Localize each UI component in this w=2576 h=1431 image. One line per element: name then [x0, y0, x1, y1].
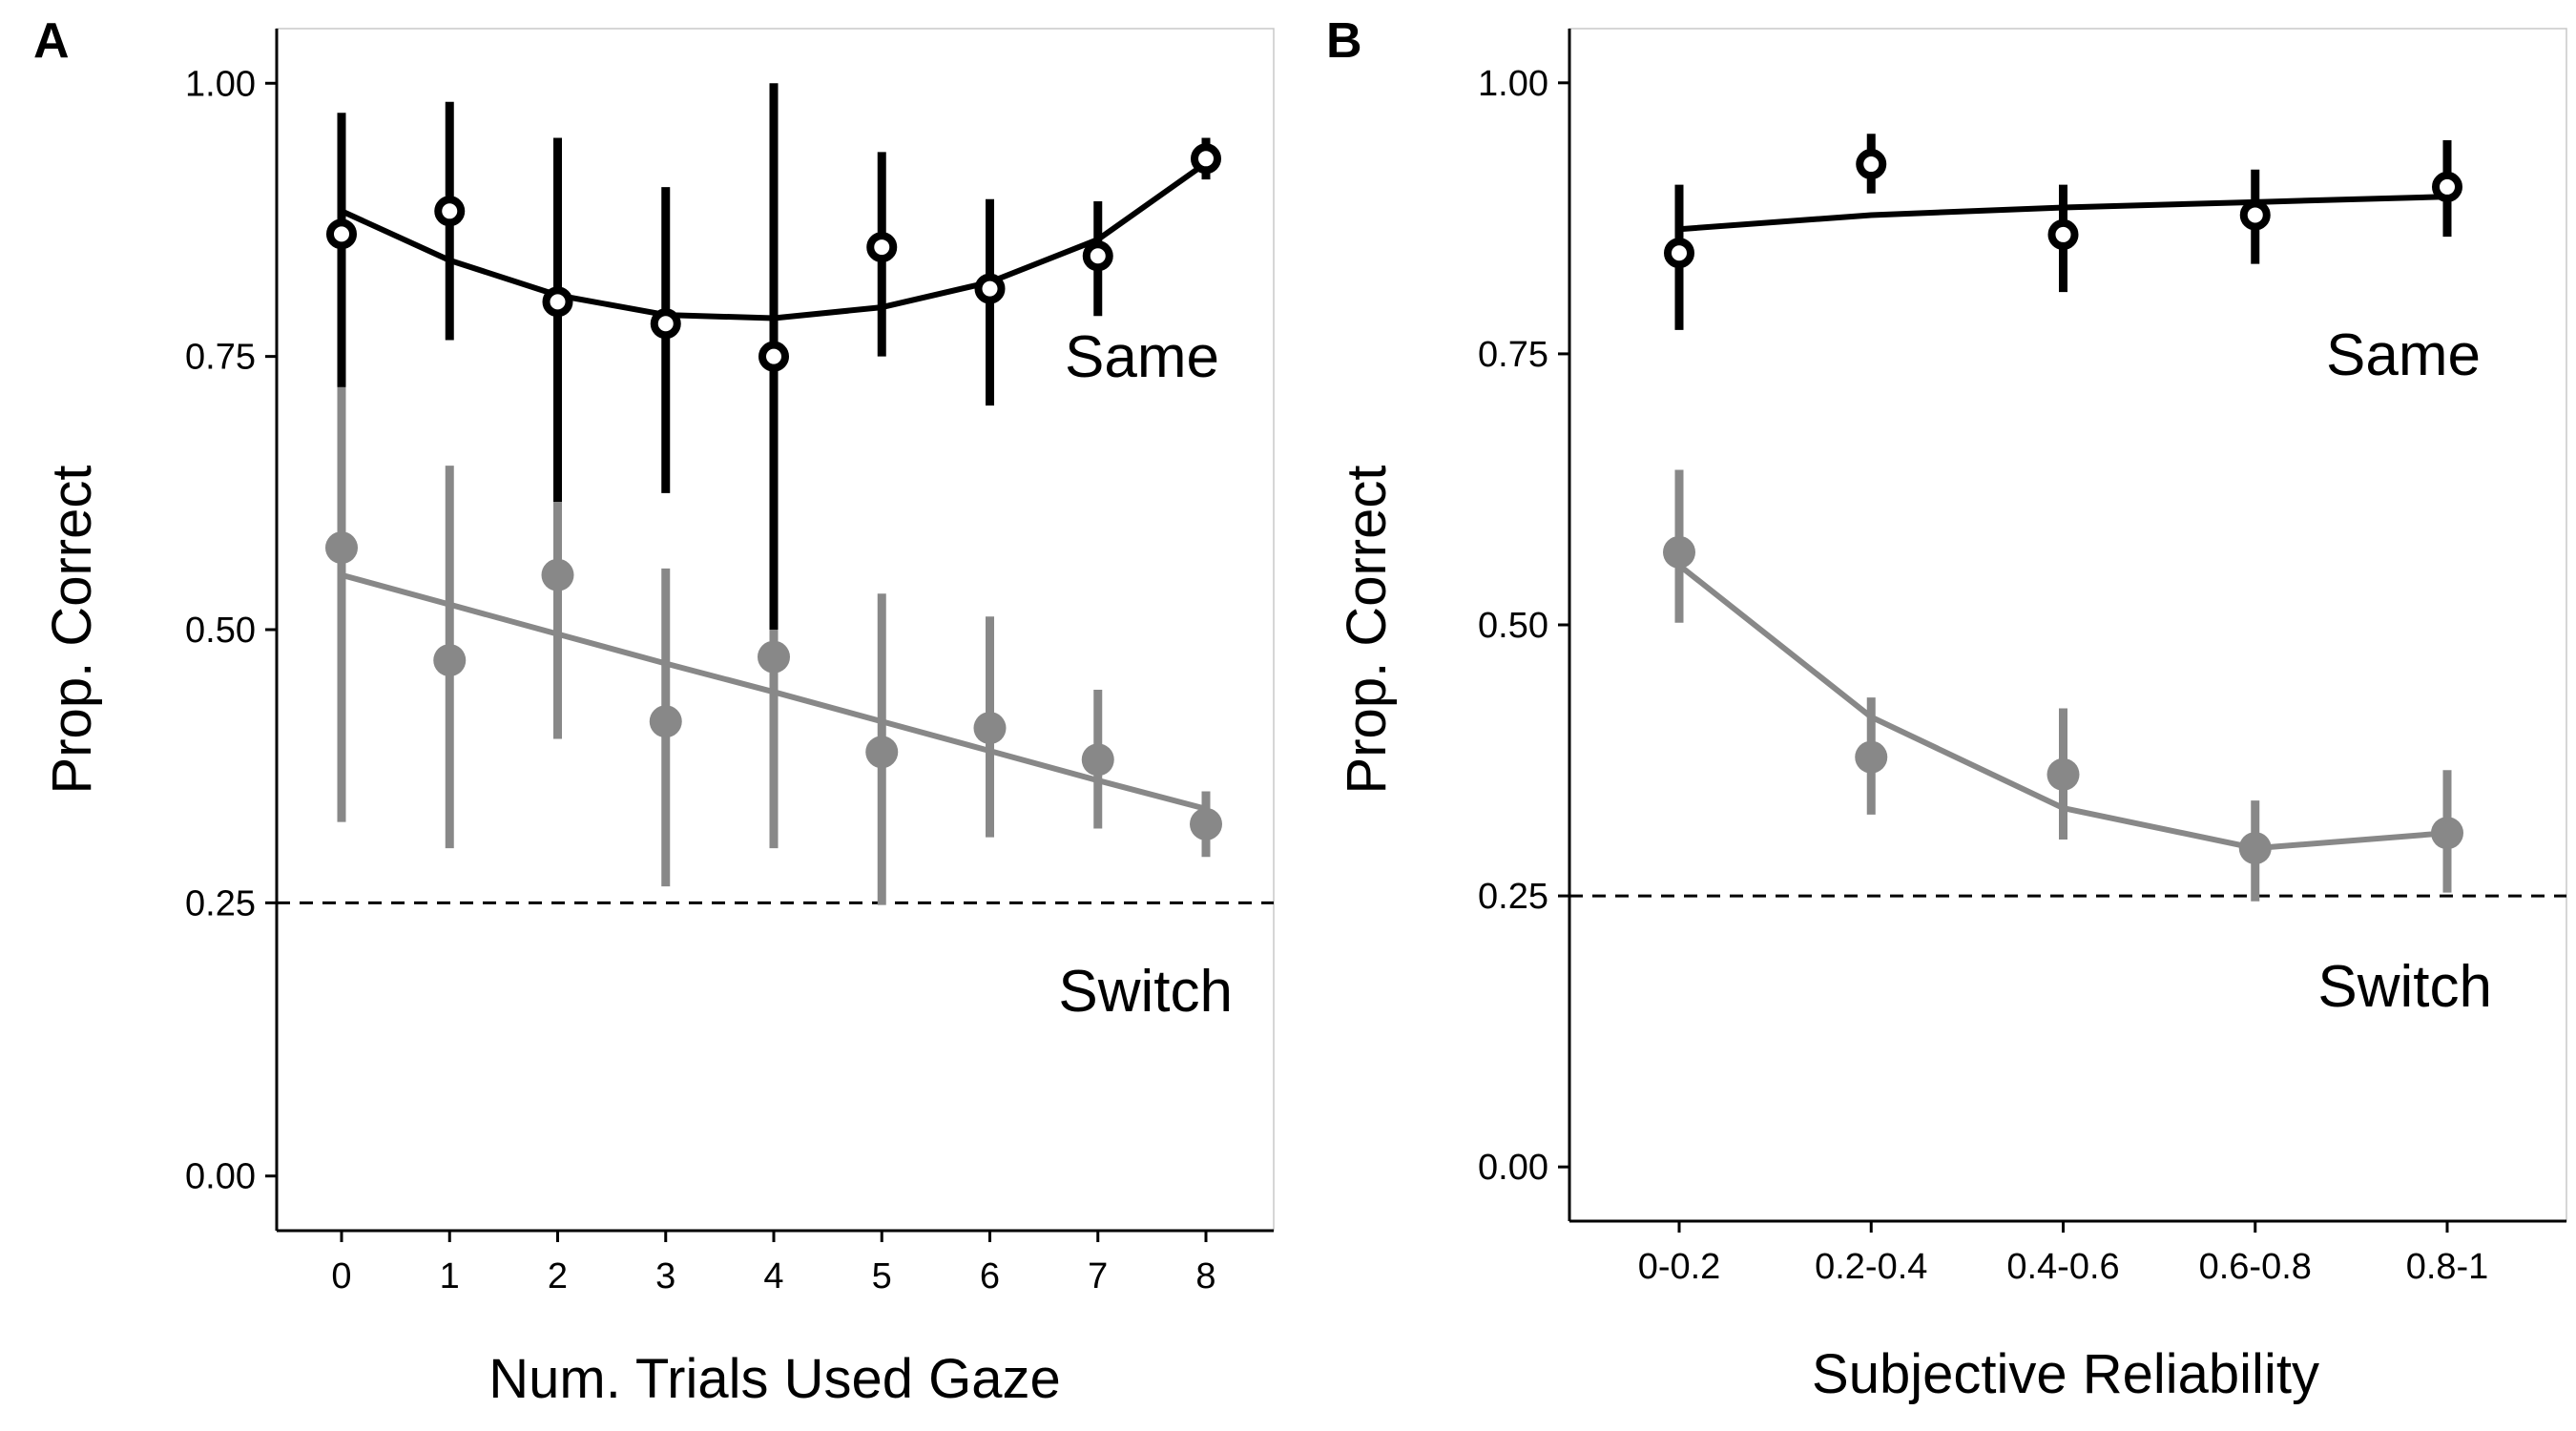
data-point-same	[2047, 218, 2079, 250]
x-tick-label: 0.2-0.4	[1815, 1247, 1927, 1287]
data-point-switch	[973, 712, 1007, 745]
x-tick-label: 4	[763, 1256, 783, 1296]
series-same	[326, 83, 1221, 630]
data-point-same	[866, 232, 898, 263]
x-tick-label: 7	[1088, 1256, 1108, 1296]
panel-a: A 0.00 0.25 0.50 0.75 1.00 0 1 2 3 4 5 6 7 8 Same Sw…	[33, 13, 1275, 1410]
data-point-switch	[541, 558, 574, 591]
data-point-same	[2432, 171, 2462, 202]
data-point-same	[1856, 149, 1887, 180]
data-point-same	[974, 273, 1006, 304]
y-tick-label: 0.50	[1478, 606, 1548, 646]
x-tick-label: 2	[548, 1256, 568, 1296]
series-same	[1664, 134, 2462, 330]
data-point-switch	[1081, 743, 1114, 777]
y-tick-label: 0.00	[1478, 1148, 1548, 1188]
panel-a-y-ticks: 0.00 0.25 0.50 0.75 1.00	[185, 64, 277, 1197]
x-tick-label: 1	[440, 1256, 460, 1296]
panel-a-same-label: Same	[1065, 324, 1219, 390]
x-tick-label: 0.4-0.6	[2006, 1247, 2119, 1287]
data-point-switch	[865, 736, 899, 769]
data-point-switch	[2046, 757, 2080, 791]
panel-a-x-ticks: 0 1 2 3 4 5 6 7 8	[331, 1231, 1216, 1296]
y-tick-label: 1.00	[185, 64, 256, 104]
panel-b-same-label: Same	[2326, 322, 2481, 388]
y-tick-label: 0.00	[185, 1157, 256, 1197]
x-tick-label: 6	[980, 1256, 1000, 1296]
x-tick-label: 0	[331, 1256, 351, 1296]
y-tick-label: 0.75	[185, 338, 256, 378]
data-point-same	[326, 218, 357, 250]
data-point-same	[434, 196, 466, 227]
data-point-switch	[1663, 535, 1695, 569]
panel-b-y-axis-title: Prop. Correct	[1336, 466, 1398, 795]
y-tick-label: 1.00	[1478, 64, 1548, 104]
data-point-same	[1664, 238, 1694, 269]
panel-b-x-axis-title: Subjective Reliability	[1812, 1343, 2319, 1405]
data-point-switch	[1190, 807, 1222, 840]
panel-b-switch-label: Switch	[2317, 954, 2492, 1020]
panel-a-series	[325, 83, 1222, 905]
y-tick-label: 0.75	[1478, 335, 1548, 375]
data-point-switch	[2431, 817, 2463, 850]
panel-a-y-axis-title: Prop. Correct	[41, 466, 103, 795]
panel-b-y-ticks: 0.00 0.25 0.50 0.75 1.00	[1478, 64, 1569, 1188]
x-tick-label: 8	[1195, 1256, 1215, 1296]
data-point-switch	[758, 640, 790, 674]
x-tick-label: 0.8-1	[2406, 1247, 2489, 1287]
data-point-same	[542, 286, 573, 318]
panel-a-x-axis-title: Num. Trials Used Gaze	[488, 1348, 1061, 1410]
data-point-same	[758, 341, 789, 372]
panel-b: B 0.00 0.25 0.50 0.75 1.00 0-0.2 0.2-0.4 0.4-0…	[1326, 13, 2567, 1405]
panel-a-letter: A	[33, 13, 70, 69]
data-point-same	[2239, 199, 2271, 231]
y-tick-label: 0.25	[185, 883, 256, 923]
data-point-same	[1082, 240, 1113, 272]
panel-b-series	[1663, 134, 2463, 902]
data-point-switch	[433, 644, 467, 677]
panel-b-letter: B	[1326, 13, 1362, 69]
data-point-switch	[1855, 740, 1888, 774]
x-tick-label: 0-0.2	[1638, 1247, 1721, 1287]
x-tick-label: 3	[655, 1256, 675, 1296]
x-tick-label: 0.6-0.8	[2199, 1247, 2312, 1287]
data-point-same	[1191, 143, 1221, 175]
data-point-switch	[649, 705, 682, 738]
data-point-switch	[325, 531, 358, 565]
x-tick-label: 5	[872, 1256, 892, 1296]
y-tick-label: 0.25	[1478, 877, 1548, 917]
data-point-same	[650, 308, 681, 340]
series-switch	[1663, 469, 2463, 902]
y-tick-label: 0.50	[185, 611, 256, 651]
panel-b-x-ticks: 0-0.2 0.2-0.4 0.4-0.6 0.6-0.8 0.8-1	[1638, 1221, 2489, 1287]
panel-a-switch-label: Switch	[1058, 959, 1233, 1025]
data-point-switch	[2238, 832, 2272, 865]
